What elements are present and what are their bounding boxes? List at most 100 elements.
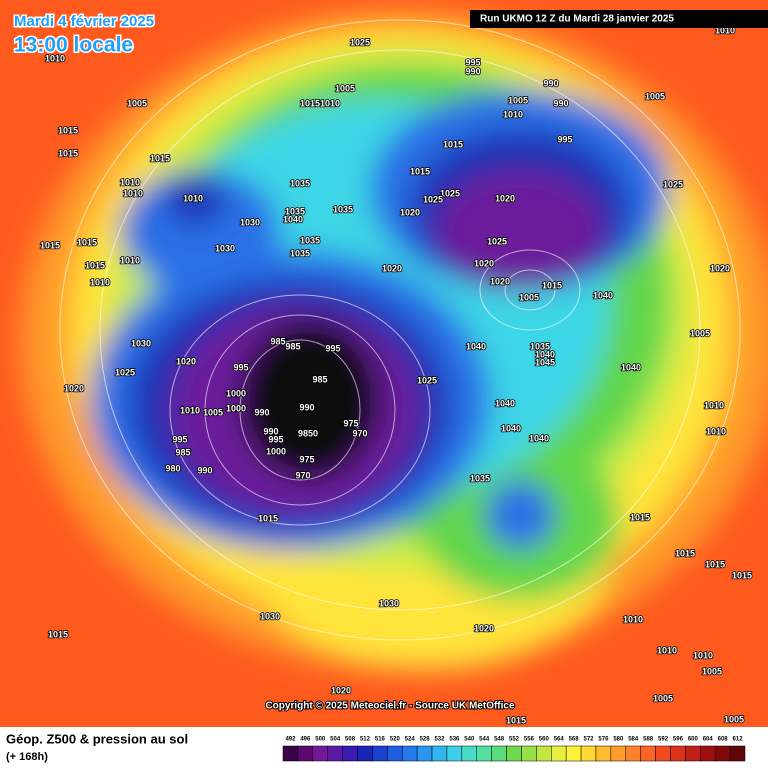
pressure-label: 1020 [474, 258, 494, 268]
pressure-label: 1015 [732, 570, 752, 580]
colorbar-cell [595, 745, 612, 762]
pressure-label: 1035 [333, 204, 353, 214]
pressure-label: 1030 [379, 598, 399, 608]
pressure-label: 990 [299, 402, 314, 412]
pressure-label: 1045 [535, 357, 555, 367]
pressure-label: 1030 [131, 338, 151, 348]
pressure-label: 1005 [519, 292, 539, 302]
pressure-label: 1005 [127, 98, 147, 108]
colorbar-cell [670, 745, 686, 762]
pressure-label: 1040 [501, 423, 521, 433]
pressure-label: 1005 [335, 83, 355, 93]
pressure-label: 1020 [400, 207, 420, 217]
pressure-label: 1010 [657, 645, 677, 655]
pressure-label: 1015 [410, 166, 430, 176]
pressure-label: 990 [543, 78, 558, 88]
pressure-label: 1040 [621, 362, 641, 372]
pressure-label: 1040 [495, 398, 515, 408]
colorbar-label: 512 [360, 737, 371, 743]
pressure-label: 1005 [653, 693, 673, 703]
colorbar-cell [565, 745, 582, 762]
pressure-label: 1035 [290, 178, 310, 188]
pressure-label: 1015 [675, 548, 695, 558]
colorbar-label: 612 [733, 737, 744, 743]
pressure-label: 1030 [240, 217, 260, 227]
pressure-label: 1015 [630, 512, 650, 522]
colorbar-label: 584 [628, 737, 639, 743]
pressure-label: 1015 [77, 237, 97, 247]
pressure-label: 1035 [530, 341, 550, 351]
colorbar-cell [580, 745, 597, 762]
pressure-label: 1000 [226, 388, 246, 398]
pressure-label: 1040 [283, 214, 303, 224]
colorbar-cell [536, 745, 552, 762]
colorbar-cell [685, 745, 701, 762]
pressure-label: 1025 [350, 37, 370, 47]
pressure-label: 1020 [64, 383, 84, 393]
colorbar-cell [312, 745, 328, 762]
colorbar-label: 576 [598, 737, 609, 743]
pressure-label: 985 [175, 447, 190, 457]
pressure-label: 1000 [266, 446, 286, 456]
pressure-label: 1035 [285, 206, 305, 216]
pressure-label: 1010 [693, 650, 713, 660]
pressure-label: 1010 [120, 177, 140, 187]
colorbar-label: 556 [524, 737, 535, 743]
pressure-label: 995 [233, 362, 248, 372]
colorbar-label: 572 [584, 737, 595, 743]
pressure-label: 1025 [663, 179, 683, 189]
colorbar-label: 608 [718, 737, 729, 743]
pressure-label: 1040 [529, 433, 549, 443]
colorbar-cell [476, 745, 492, 762]
pressure-label: 1015 [542, 280, 562, 290]
colorbar-cell [342, 745, 358, 762]
pressure-label: 1035 [290, 248, 310, 258]
colorbar-cell [700, 745, 716, 762]
pressure-label: 1000 [226, 403, 246, 413]
colorbar-label: 596 [673, 737, 684, 743]
colorbar-label: 508 [345, 737, 356, 743]
pressure-label: 1025 [115, 367, 135, 377]
colorbar-label: 580 [613, 737, 624, 743]
colorbar-label: 540 [464, 737, 475, 743]
colorbar-cell [640, 745, 656, 762]
colorbar-label: 516 [375, 737, 386, 743]
colorbar-label: 504 [330, 737, 341, 743]
pressure-label: 975 [299, 454, 314, 464]
colorbar-label: 552 [509, 737, 520, 743]
pressure-label: 1020 [382, 263, 402, 273]
pressure-label: 1010 [120, 255, 140, 265]
pressure-label: 1005 [203, 407, 223, 417]
pressure-label: 1015 [48, 629, 68, 639]
colorbar-cell [446, 745, 463, 762]
pressure-label: 975 [343, 418, 358, 428]
pressure-label: 1040 [593, 290, 613, 300]
legend-subtitle: (+ 168h) [6, 751, 48, 763]
pressure-label: 1015 [85, 260, 105, 270]
colorbar-label: 588 [643, 737, 654, 743]
pressure-label: 1025 [417, 375, 437, 385]
pressure-label: 9850 [298, 428, 318, 438]
pressure-label: 995 [268, 434, 283, 444]
pressure-label: 1020 [490, 276, 510, 286]
colorbar-cell [491, 745, 507, 762]
legend-title: Géop. Z500 & pression au sol [6, 731, 188, 746]
pressure-label: 1015 [58, 125, 78, 135]
pressure-label: 1030 [215, 243, 235, 253]
colorbar-label: 564 [554, 737, 565, 743]
colorbar-cell [282, 745, 299, 762]
pressure-label: 1015 [40, 240, 60, 250]
pressure-label: 1015 [506, 715, 526, 725]
colorbar-cell [610, 745, 627, 762]
pressure-label: 1015 [58, 148, 78, 158]
forecast-time: 13:00 locale [14, 34, 133, 57]
colorbar-label: 492 [285, 737, 296, 743]
pressure-label: 1005 [645, 91, 665, 101]
pressure-label: 1005 [690, 328, 710, 338]
colorbar-cell [416, 745, 433, 762]
pressure-label: 1005 [702, 666, 722, 676]
colorbar-label: 528 [420, 737, 431, 743]
colorbar-cell [714, 745, 731, 762]
pressure-label: 985 [312, 374, 327, 384]
